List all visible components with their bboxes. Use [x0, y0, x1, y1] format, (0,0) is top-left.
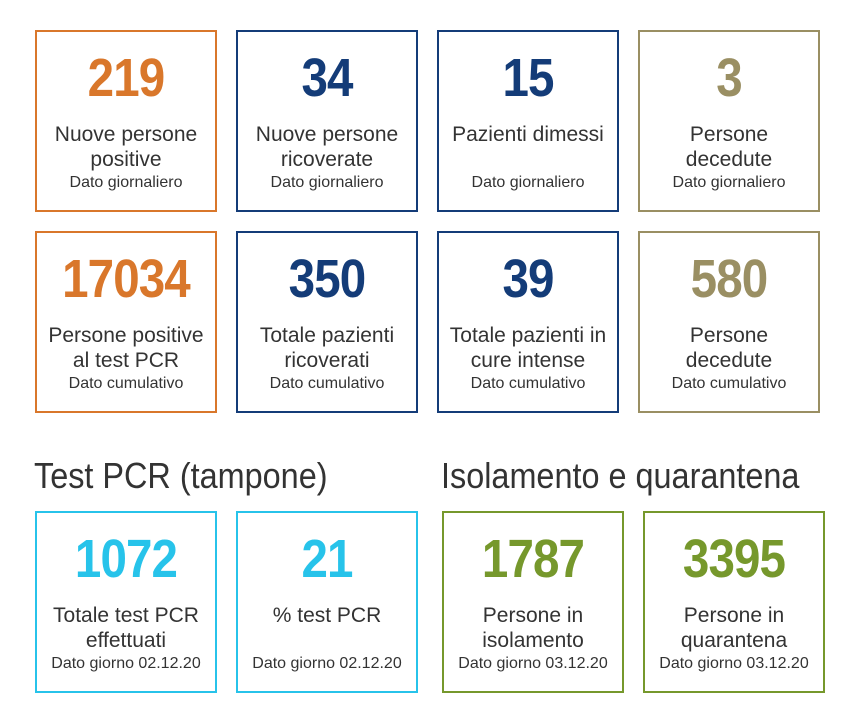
stat-value: 1787 — [481, 529, 585, 589]
stat-value: 219 — [87, 48, 166, 108]
stat-label: % test PCR — [272, 604, 382, 627]
stat-label: Pazienti dimessi — [452, 123, 604, 146]
stat-value: 350 — [288, 249, 367, 309]
stat-card-isolation: 1787 Persone in isolamento Dato giorno 03… — [442, 511, 624, 693]
stat-subtitle: Dato giornaliero — [69, 174, 183, 191]
stat-subtitle: Dato giorno 02.12.20 — [51, 655, 201, 672]
stat-value: 39 — [502, 249, 554, 309]
stat-subtitle: Dato cumulativo — [68, 375, 184, 392]
section-title-pcr: Test PCR (tampone) — [34, 455, 328, 496]
stat-label: Nuove persone positive — [54, 123, 198, 171]
stat-value: 3395 — [682, 529, 786, 589]
stat-label: Nuove persone ricoverate — [255, 123, 399, 171]
stat-card-new-positive: 219 Nuove persone positive Dato giornalie… — [35, 30, 217, 212]
stat-card-new-hospitalized: 34 Nuove persone ricoverate Dato giornali… — [236, 30, 418, 212]
stat-subtitle: Dato giornaliero — [270, 174, 384, 191]
stat-label: Totale pazienti ricoverati — [259, 324, 395, 372]
stat-label: Totale test PCR effettuati — [53, 604, 199, 652]
stat-label: Totale pazienti in cure intense — [449, 324, 607, 372]
stat-value: 21 — [301, 529, 353, 589]
stat-card-intensive-care: 39 Totale pazienti in cure intense Dato c… — [437, 231, 619, 413]
stat-subtitle: Dato giorno 03.12.20 — [458, 655, 608, 672]
stat-card-quarantine: 3395 Persone in quarantena Dato giorno 03… — [643, 511, 825, 693]
stat-card-total-positive: 17034 Persone positive al test PCR Dato c… — [35, 231, 217, 413]
stat-subtitle: Dato cumulativo — [470, 375, 586, 392]
stat-card-pcr-percent: 21 % test PCR Dato giorno 02.12.20 — [236, 511, 418, 693]
stat-label: Persone decedute — [685, 324, 773, 372]
stat-value: 1072 — [74, 529, 178, 589]
section-title-isolation: Isolamento e quarantena — [441, 455, 800, 496]
stat-card-total-hospitalized: 350 Totale pazienti ricoverati Dato cumul… — [236, 231, 418, 413]
stat-subtitle: Dato giornaliero — [672, 174, 786, 191]
stat-card-pcr-total: 1072 Totale test PCR effettuati Dato gior… — [35, 511, 217, 693]
stat-value: 580 — [690, 249, 769, 309]
stat-label: Persone in isolamento — [482, 604, 584, 652]
stat-subtitle: Dato cumulativo — [269, 375, 385, 392]
stat-value: 15 — [502, 48, 554, 108]
stat-label: Persone positive al test PCR — [48, 324, 204, 372]
stat-value: 34 — [301, 48, 353, 108]
stat-label: Persone decedute — [685, 123, 773, 171]
stat-subtitle: Dato giorno 03.12.20 — [659, 655, 809, 672]
stat-subtitle: Dato giornaliero — [471, 174, 585, 191]
stat-subtitle: Dato cumulativo — [671, 375, 787, 392]
stat-card-deceased-total: 580 Persone decedute Dato cumulativo — [638, 231, 820, 413]
stat-card-discharged: 15 Pazienti dimessi Dato giornaliero — [437, 30, 619, 212]
stat-value: 17034 — [62, 249, 191, 309]
stat-value: 3 — [716, 48, 742, 108]
stat-label: Persone in quarantena — [680, 604, 788, 652]
stat-card-deceased-daily: 3 Persone decedute Dato giornaliero — [638, 30, 820, 212]
stat-subtitle: Dato giorno 02.12.20 — [252, 655, 402, 672]
